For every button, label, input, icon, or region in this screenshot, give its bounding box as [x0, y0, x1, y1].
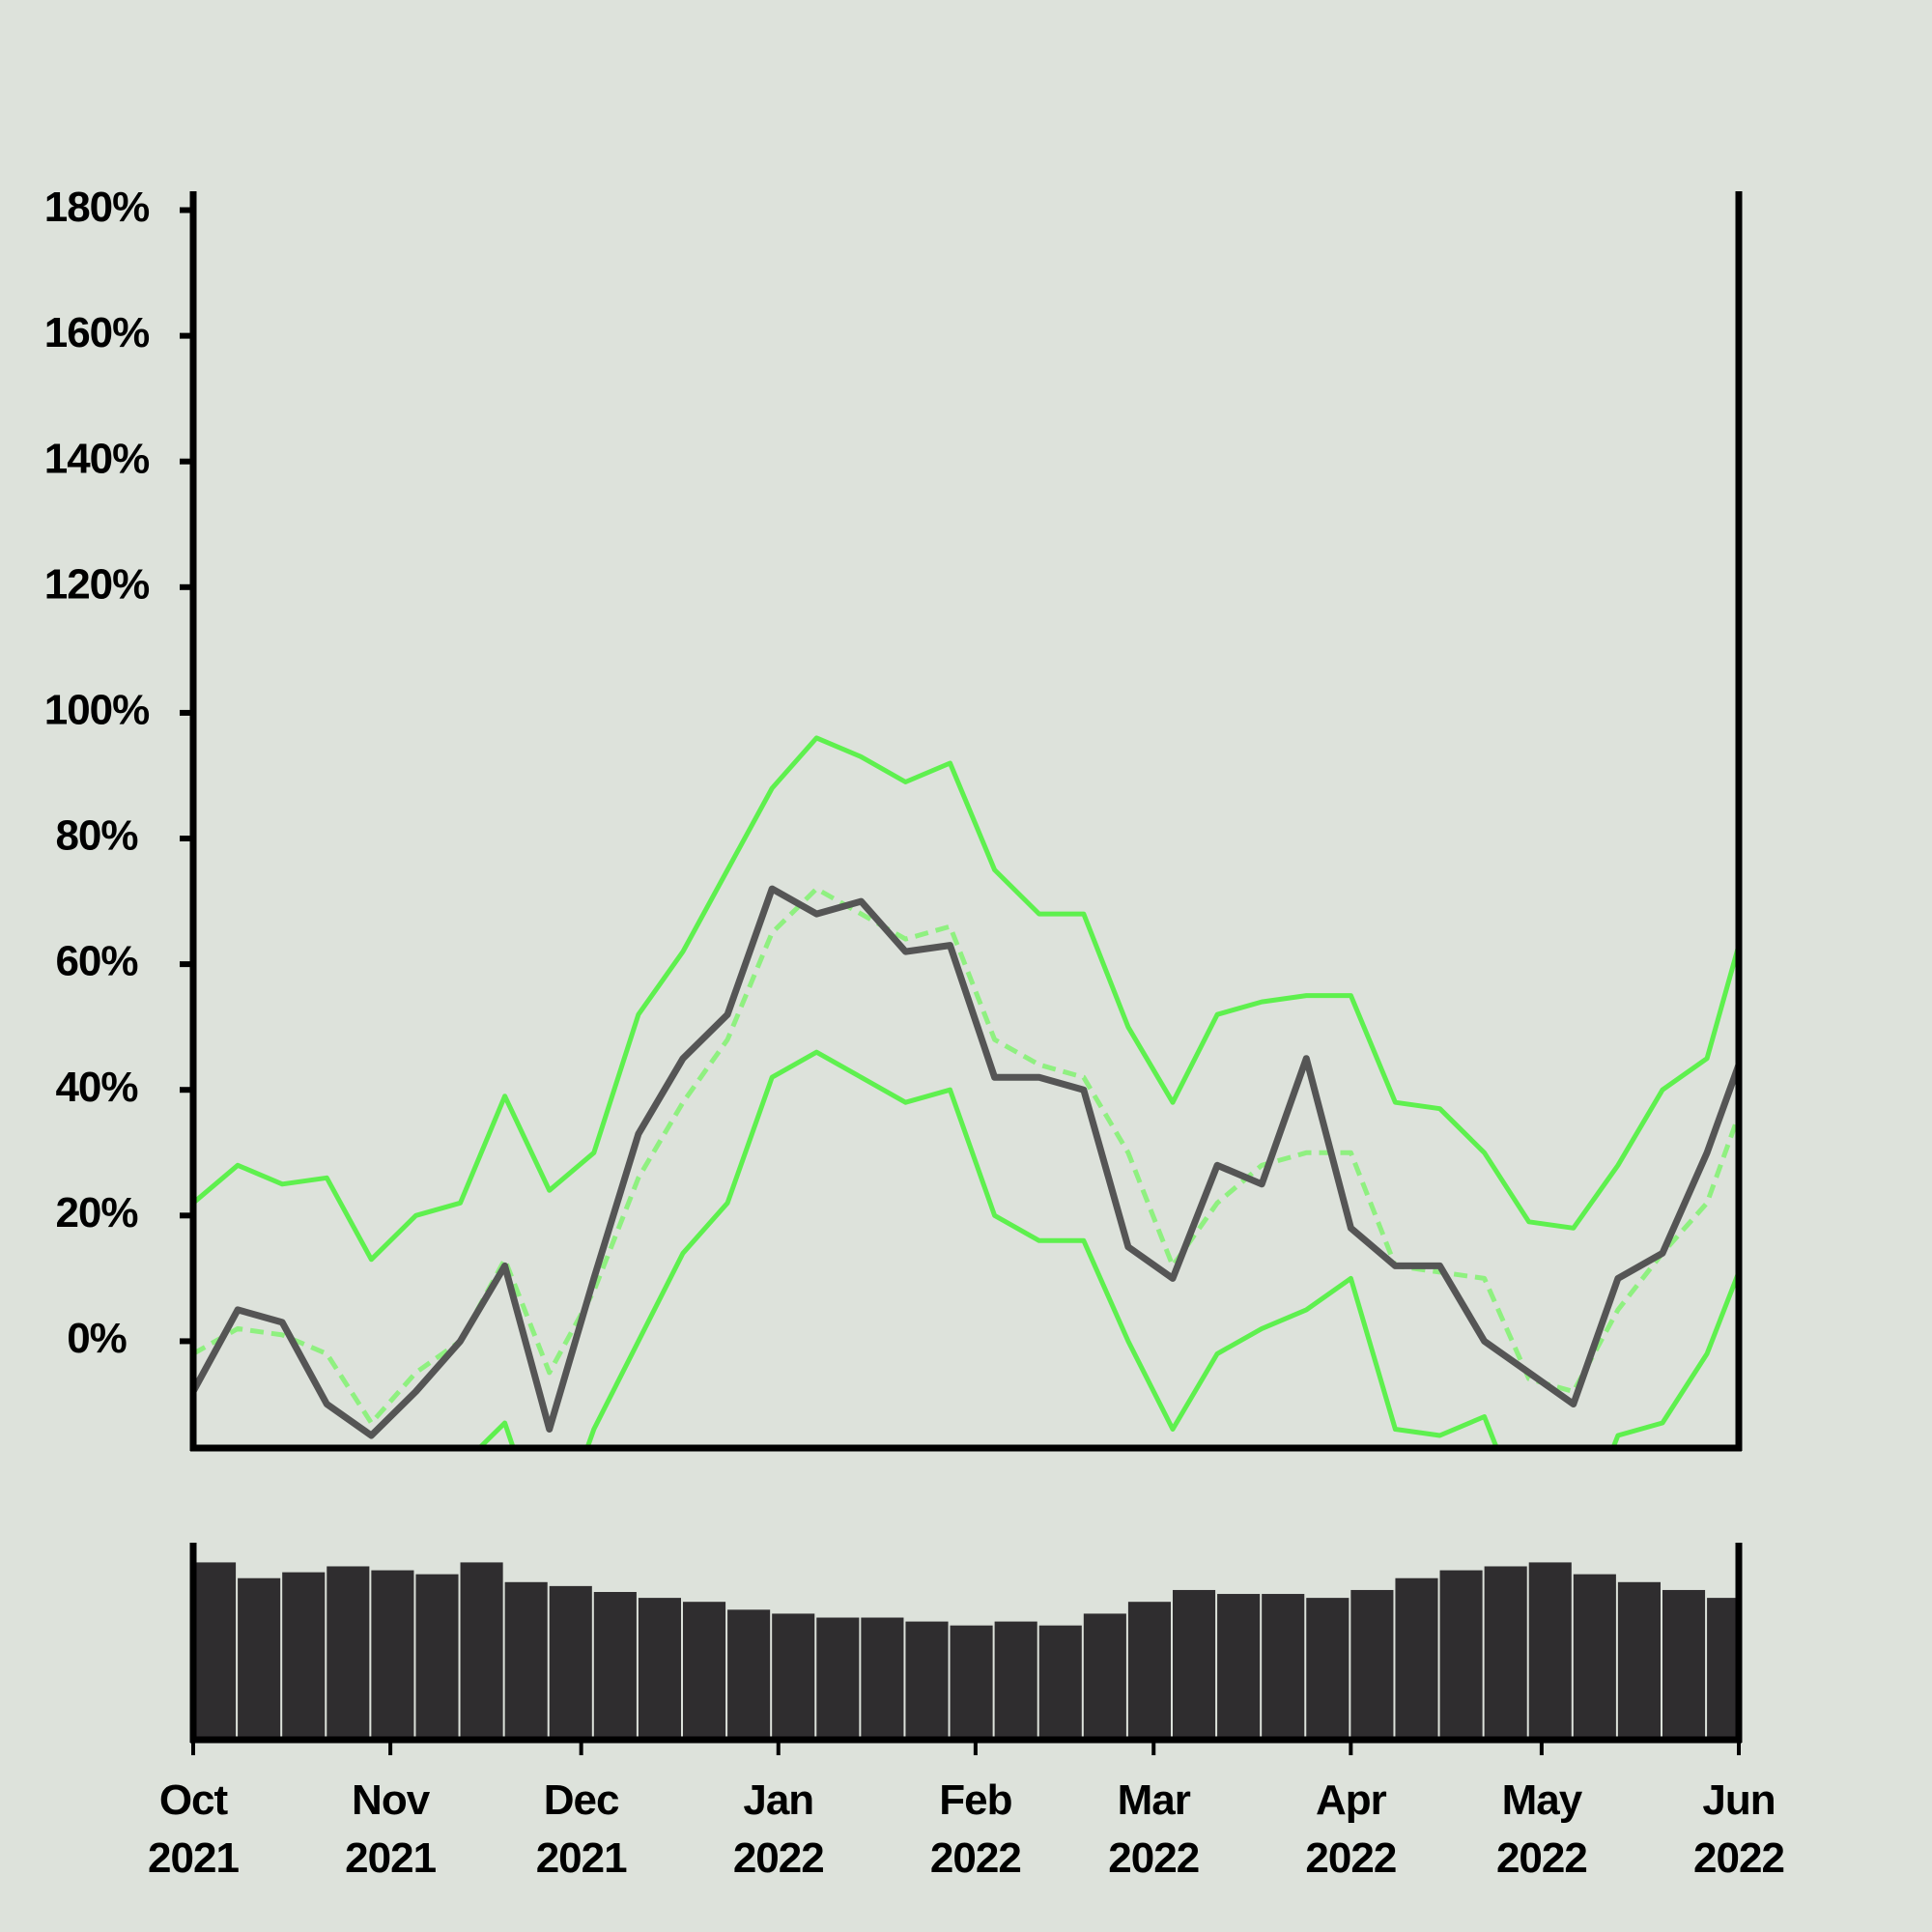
x-tick-label: May 2022 — [1496, 1776, 1587, 1882]
volume-bar — [1617, 1581, 1661, 1740]
line — [193, 735, 1739, 1263]
volume-bar — [1707, 1598, 1737, 1740]
x-tick-label: Nov 2021 — [345, 1776, 436, 1882]
volume-bar — [504, 1581, 548, 1740]
x-tick-label: Apr 2022 — [1305, 1776, 1396, 1882]
y-tick-label: 60% — [55, 938, 137, 985]
volume-bar — [1262, 1594, 1305, 1740]
volume-bar — [950, 1625, 993, 1740]
volume-bar — [1350, 1589, 1394, 1740]
x-tick-label: Dec 2021 — [536, 1776, 627, 1882]
volume-bar — [371, 1570, 414, 1740]
y-tick-label: 120% — [44, 560, 150, 608]
x-tick-label: Feb 2022 — [930, 1776, 1021, 1882]
volume-bar — [415, 1574, 459, 1740]
volume-bar — [327, 1566, 370, 1740]
y-tick-label: 20% — [55, 1189, 137, 1236]
x-tick-label: Mar 2022 — [1108, 1776, 1199, 1882]
volume-bar — [1528, 1562, 1572, 1740]
line — [193, 885, 1739, 1439]
volume-bar — [593, 1592, 637, 1740]
volume-bar — [282, 1572, 326, 1740]
volume-bar — [193, 1562, 237, 1740]
volume-bar — [1038, 1625, 1082, 1740]
y-tick-label: 80% — [55, 812, 137, 860]
y-tick-label: 140% — [44, 435, 150, 482]
volume-bar — [682, 1602, 726, 1740]
volume-bar — [1217, 1594, 1261, 1740]
volume-bar — [1395, 1577, 1438, 1740]
volume-bar — [861, 1617, 904, 1740]
volume-bar — [772, 1613, 815, 1740]
x-tick-label: Jun 2022 — [1693, 1776, 1784, 1882]
y-tick-label: 0% — [67, 1315, 127, 1362]
volume-bar — [905, 1621, 949, 1740]
y-tick-label: 40% — [55, 1064, 137, 1111]
volume-bar — [460, 1562, 503, 1740]
y-tick-label: 160% — [44, 309, 150, 356]
volume-bar — [1127, 1602, 1171, 1740]
x-tick-label: Oct 2021 — [148, 1776, 239, 1882]
y-tick-label: 100% — [44, 687, 150, 734]
volume-bar — [727, 1609, 771, 1740]
volume-bar — [1662, 1589, 1706, 1740]
volume-bar — [1439, 1570, 1483, 1740]
y-tick-label: 180% — [44, 184, 150, 231]
volume-bar — [994, 1621, 1037, 1740]
volume-bar — [1573, 1574, 1616, 1740]
volume-bar — [549, 1585, 592, 1740]
volume-bar — [1083, 1613, 1126, 1740]
plot-area — [193, 735, 1739, 1448]
volume-bar — [1484, 1566, 1527, 1740]
line — [475, 1049, 1739, 1448]
volume-bar — [1306, 1598, 1350, 1740]
volume-bar — [816, 1617, 860, 1740]
volume-bar — [238, 1577, 281, 1740]
line — [193, 886, 1739, 1426]
volume-bar — [638, 1598, 681, 1740]
x-tick-label: Jan 2022 — [733, 1776, 824, 1882]
volume-bar — [1172, 1589, 1216, 1740]
